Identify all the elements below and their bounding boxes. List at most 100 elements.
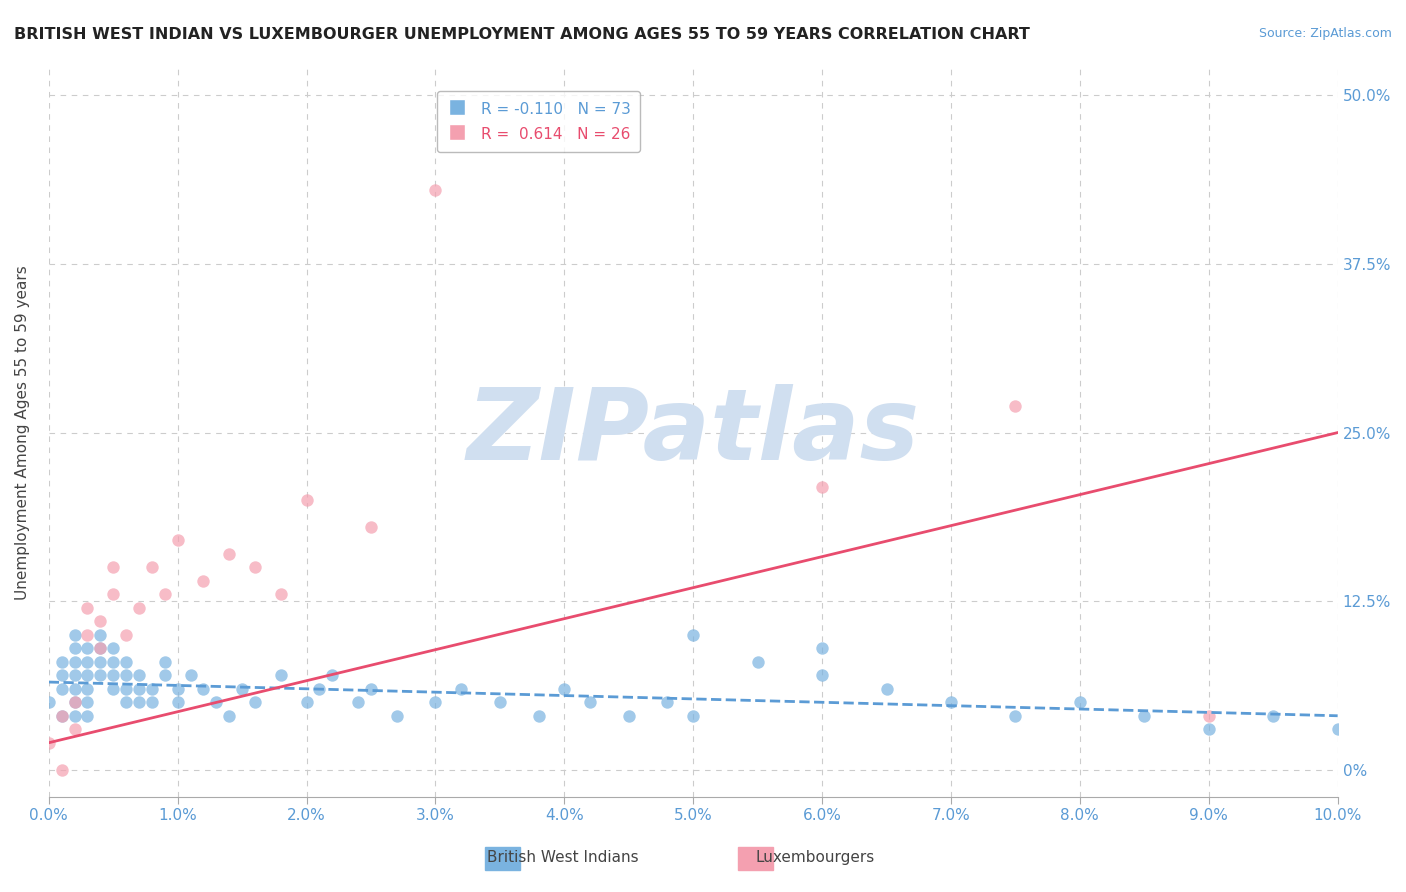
Point (63, 681, 86, 696)
Point (38, 695, 60, 709)
Y-axis label: Unemployment Among Ages 55 to 59 years: Unemployment Among Ages 55 to 59 years (15, 265, 30, 600)
Point (1133, 708, 1156, 723)
Point (747, 655, 769, 669)
Point (63, 695, 86, 709)
Point (243, 560, 266, 574)
Point (153, 668, 176, 682)
Point (141, 695, 163, 709)
Point (63, 668, 86, 682)
Point (103, 560, 125, 574)
Legend: R = -0.110   N = 73, R =  0.614   N = 26: R = -0.110 N = 73, R = 0.614 N = 26 (437, 91, 640, 153)
Text: ZIPatlas: ZIPatlas (467, 384, 920, 481)
Point (295, 695, 318, 709)
Point (103, 587, 125, 601)
Point (939, 695, 962, 709)
Point (231, 681, 253, 696)
Point (876, 681, 898, 696)
Point (682, 708, 704, 723)
Point (1004, 399, 1026, 413)
Point (63, 708, 86, 723)
Point (63, 723, 86, 737)
Point (385, 708, 408, 723)
Text: Luxembourgers: Luxembourgers (756, 850, 875, 865)
Point (89, 641, 111, 656)
Point (63, 641, 86, 656)
Point (180, 668, 202, 682)
Point (425, 183, 447, 197)
Point (141, 681, 163, 696)
Point (425, 695, 447, 709)
Point (51, 655, 73, 669)
Point (76, 681, 98, 696)
Point (89, 668, 111, 682)
Point (89, 641, 111, 656)
Point (89, 628, 111, 642)
Point (243, 695, 266, 709)
Point (128, 681, 150, 696)
Point (76, 708, 98, 723)
Point (360, 520, 382, 534)
Point (166, 681, 188, 696)
Point (141, 560, 163, 574)
Point (553, 681, 575, 696)
Point (1263, 708, 1285, 723)
Point (63, 695, 86, 709)
Point (103, 641, 125, 656)
Point (115, 695, 138, 709)
Point (89, 655, 111, 669)
Text: BRITISH WEST INDIAN VS LUXEMBOURGER UNEMPLOYMENT AMONG AGES 55 TO 59 YEARS CORRE: BRITISH WEST INDIAN VS LUXEMBOURGER UNEM… (14, 27, 1031, 42)
Point (76, 641, 98, 656)
Point (153, 587, 176, 601)
Point (617, 708, 640, 723)
Point (51, 708, 73, 723)
Point (76, 668, 98, 682)
Point (193, 681, 215, 696)
Point (682, 628, 704, 642)
Text: British West Indians: British West Indians (486, 850, 638, 865)
Point (1326, 723, 1348, 737)
Point (76, 655, 98, 669)
Point (218, 708, 240, 723)
Point (579, 695, 602, 709)
Point (489, 695, 512, 709)
Point (115, 655, 138, 669)
Point (360, 681, 382, 696)
Point (308, 681, 330, 696)
Point (1004, 708, 1026, 723)
Point (51, 681, 73, 696)
Point (166, 695, 188, 709)
Point (1198, 723, 1220, 737)
Point (128, 668, 150, 682)
Point (51, 668, 73, 682)
Point (321, 668, 343, 682)
Point (103, 668, 125, 682)
Point (153, 655, 176, 669)
Point (115, 681, 138, 696)
Point (115, 668, 138, 682)
Point (76, 695, 98, 709)
Point (89, 615, 111, 629)
Point (205, 695, 228, 709)
Point (193, 574, 215, 588)
Point (811, 668, 834, 682)
Point (657, 695, 679, 709)
Point (51, 763, 73, 777)
Point (811, 479, 834, 493)
Point (347, 695, 370, 709)
Point (218, 547, 240, 561)
Point (115, 628, 138, 642)
Point (38, 736, 60, 750)
Point (76, 628, 98, 642)
Point (450, 681, 472, 696)
Point (270, 587, 292, 601)
Point (63, 655, 86, 669)
Text: Source: ZipAtlas.com: Source: ZipAtlas.com (1258, 27, 1392, 40)
Point (1069, 695, 1091, 709)
Point (270, 668, 292, 682)
Point (527, 708, 550, 723)
Point (51, 708, 73, 723)
Point (103, 681, 125, 696)
Point (128, 600, 150, 615)
Point (166, 533, 188, 548)
Point (76, 600, 98, 615)
